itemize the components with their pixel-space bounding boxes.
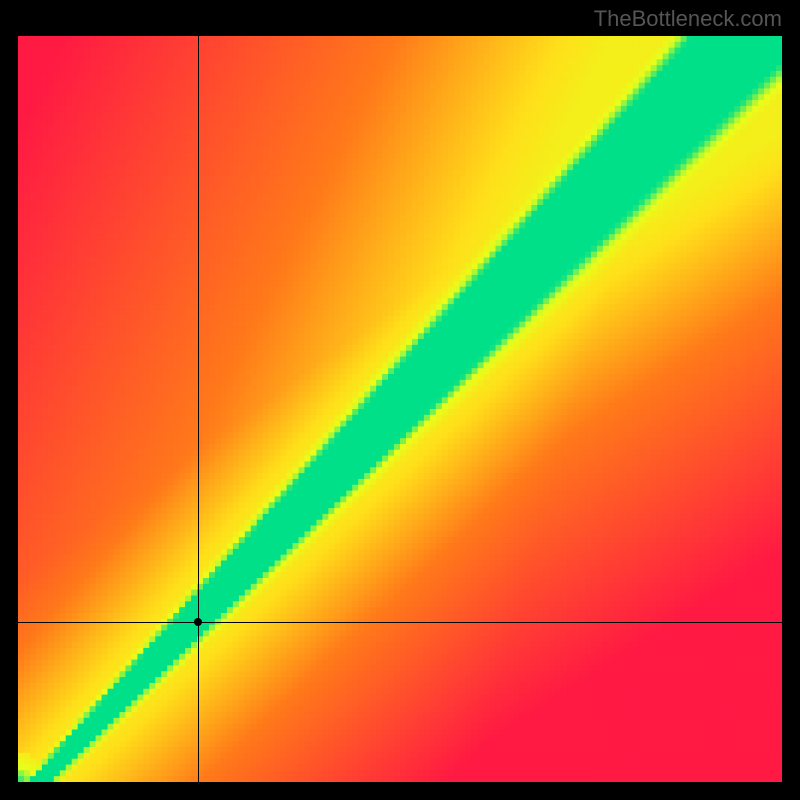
- heatmap-canvas: [18, 36, 782, 782]
- watermark-text: TheBottleneck.com: [594, 6, 782, 32]
- crosshair-vertical: [198, 36, 199, 782]
- heatmap-plot: [18, 36, 782, 782]
- crosshair-marker: [194, 618, 202, 626]
- crosshair-horizontal: [18, 622, 782, 623]
